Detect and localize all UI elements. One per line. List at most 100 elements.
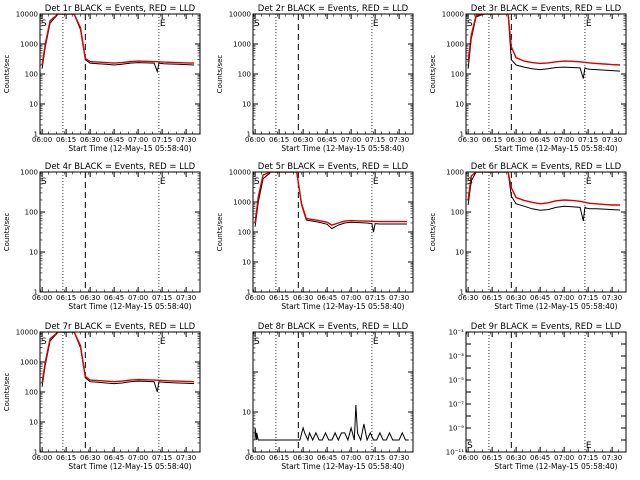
panel-6: Det 6r BLACK = Events, RED = LLD S E 1 10 100… [429, 162, 627, 311]
x-tick-label: 07:30 [389, 136, 409, 144]
x-tick-label: 07:30 [602, 294, 622, 302]
x-tick-label: 07:00 [341, 294, 361, 302]
y-tick-label: 1000 [20, 169, 38, 177]
series-line-1 [254, 172, 408, 233]
x-tick-label: 06:30 [506, 454, 526, 462]
x-axis-label: Start Time (12-May-15 05:58:40) [494, 144, 617, 153]
start-marker: S [41, 177, 47, 187]
series-line-2 [41, 14, 195, 66]
y-axis-label: Counts/sec [216, 213, 224, 252]
x-tick-label: 06:00 [32, 136, 52, 144]
start-marker: S [467, 177, 473, 187]
x-tick-label: 06:30 [80, 136, 100, 144]
x-tick-label: 07:30 [602, 136, 622, 144]
x-axis-label: Start Time (12-May-15 05:58:40) [494, 462, 617, 471]
plot-frame [39, 13, 201, 135]
panel-5: Det 5r BLACK = Events, RED = LLD S E 1 10 100… [216, 162, 414, 311]
series-line-1 [467, 14, 621, 79]
plot-frame [39, 171, 201, 293]
y-tick-label: 10000 [229, 169, 251, 177]
panel-3: Det 3r BLACK = Events, RED = LLD S E 1 10 100… [429, 4, 627, 153]
x-tick-label: 07:15 [365, 454, 385, 462]
panel-title: Det 3r BLACK = Events, RED = LLD [471, 4, 622, 14]
x-axis-label: Start Time (12-May-15 05:58:40) [68, 462, 191, 471]
y-tick-label: 10000 [442, 11, 464, 19]
x-tick-label: 06:15 [269, 454, 289, 462]
x-tick-label: 06:15 [56, 454, 76, 462]
x-tick-label: 07:00 [128, 136, 148, 144]
y-tick-label: 10 [29, 249, 38, 257]
panel-title: Det 8r BLACK = Events, RED = LLD [258, 322, 409, 332]
y-tick-label: 10⁻⁷ [449, 401, 465, 409]
end-marker: E [586, 441, 592, 451]
y-axis-label: Counts/sec [429, 55, 437, 94]
x-tick-label: 06:30 [80, 294, 100, 302]
end-marker: E [160, 19, 166, 29]
y-tick-label: 1 [34, 289, 38, 297]
x-axis-label: Start Time (12-May-15 05:58:40) [281, 302, 404, 311]
series-line-1 [41, 332, 195, 393]
plot-frame [252, 331, 414, 453]
x-tick-label: 06:30 [80, 454, 100, 462]
plot-frame [252, 171, 414, 293]
y-tick-label: 100 [238, 71, 251, 79]
x-tick-label: 07:15 [578, 454, 598, 462]
y-tick-label: 1000 [233, 41, 251, 49]
panel-8: Det 8r BLACK = Events, RED = LLD S E 1 10 06:… [242, 322, 414, 471]
x-tick-label: 06:00 [245, 294, 265, 302]
x-tick-label: 07:00 [341, 136, 361, 144]
panel-title: Det 2r BLACK = Events, RED = LLD [258, 4, 409, 14]
y-tick-label: 1 [247, 131, 251, 139]
x-tick-label: 06:30 [506, 294, 526, 302]
x-axis-label: Start Time (12-May-15 05:58:40) [68, 302, 191, 311]
y-tick-label: 100 [25, 71, 38, 79]
x-tick-label: 06:45 [104, 454, 124, 462]
x-tick-label: 06:00 [32, 454, 52, 462]
y-tick-label: 10 [29, 101, 38, 109]
panel-title: Det 5r BLACK = Events, RED = LLD [258, 162, 409, 172]
y-tick-label: 100 [451, 71, 464, 79]
x-tick-label: 07:00 [341, 454, 361, 462]
start-marker: S [41, 337, 47, 347]
y-tick-label: 10 [455, 101, 464, 109]
x-tick-label: 07:30 [176, 136, 196, 144]
y-axis-label: Counts/sec [429, 213, 437, 252]
x-tick-label: 07:00 [128, 294, 148, 302]
x-tick-label: 06:45 [530, 136, 550, 144]
series-line-1 [467, 172, 621, 222]
x-tick-label: 07:15 [578, 136, 598, 144]
x-tick-label: 06:45 [104, 136, 124, 144]
x-tick-label: 07:30 [389, 294, 409, 302]
x-tick-label: 07:15 [152, 294, 172, 302]
panel-2: Det 2r BLACK = Events, RED = LLD S E 1 10 100… [216, 4, 414, 153]
start-marker: S [254, 177, 260, 187]
x-tick-label: 07:15 [152, 136, 172, 144]
x-tick-label: 06:00 [245, 454, 265, 462]
x-tick-label: 06:15 [269, 294, 289, 302]
x-tick-label: 07:15 [365, 136, 385, 144]
x-tick-label: 06:45 [317, 136, 337, 144]
x-tick-label: 06:45 [530, 454, 550, 462]
x-tick-label: 06:45 [530, 294, 550, 302]
x-tick-label: 07:00 [554, 294, 574, 302]
x-tick-label: 07:30 [389, 454, 409, 462]
end-marker: E [373, 19, 379, 29]
x-tick-label: 06:15 [482, 136, 502, 144]
panel-9: Det 9r BLACK = Events, RED = LLD S E 10⁻¹ 10… [446, 322, 627, 471]
y-axis-label: Counts/sec [3, 213, 11, 252]
x-tick-label: 06:30 [506, 136, 526, 144]
start-marker: S [254, 337, 260, 347]
panel-title: Det 9r BLACK = Events, RED = LLD [471, 322, 622, 332]
y-tick-label: 10000 [16, 11, 38, 19]
series-line-2 [41, 332, 195, 384]
y-tick-label: 1000 [446, 41, 464, 49]
x-tick-label: 07:15 [152, 454, 172, 462]
end-marker: E [160, 337, 166, 347]
y-tick-label: 1000 [446, 169, 464, 177]
panel-4: Det 4r BLACK = Events, RED = LLD S E 1 10 100… [3, 162, 201, 311]
x-tick-label: 07:15 [365, 294, 385, 302]
y-tick-label: 1 [34, 449, 38, 457]
y-tick-label: 100 [451, 209, 464, 217]
y-axis-label: Counts/sec [3, 55, 11, 94]
plot-frame [465, 331, 627, 453]
